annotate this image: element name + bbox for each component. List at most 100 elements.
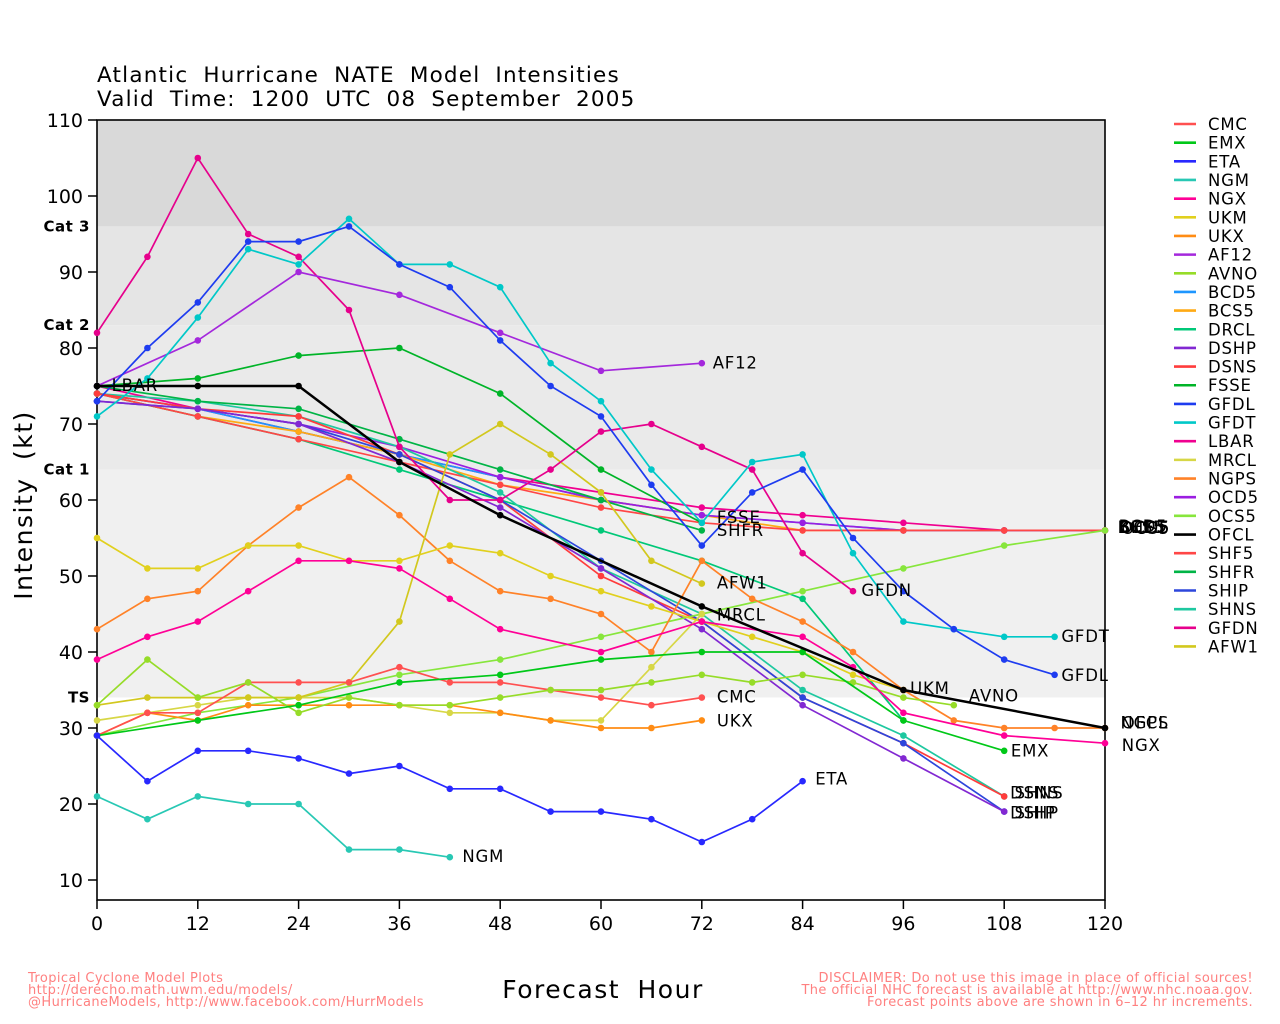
data-point-shfr — [698, 527, 706, 534]
line-label-ocs5: OCS5 — [1121, 519, 1170, 538]
data-point-gfdl — [799, 466, 806, 473]
data-point-ukm — [849, 671, 857, 679]
data-point-emx — [496, 671, 504, 679]
data-point-dshp — [194, 405, 202, 413]
data-point-gfdl — [900, 587, 907, 595]
y-tick-label: 110 — [47, 110, 83, 132]
legend-label-dsns: DSNS — [1208, 358, 1257, 377]
data-point-ngx — [597, 648, 605, 656]
x-tick-label: 72 — [690, 913, 714, 935]
x-tick-label: 60 — [589, 913, 613, 935]
data-point-ukx — [345, 701, 353, 709]
legend-item-shns: SHNS — [1174, 600, 1256, 619]
line-label-ngps: NGPS — [1120, 714, 1169, 733]
data-point-ngps — [345, 473, 353, 481]
footer-credit-line3[interactable]: @HurricaneModels, http://www.facebook.co… — [28, 995, 424, 1010]
legend-item-shf5: SHF5 — [1174, 544, 1253, 563]
data-point-gfdn — [93, 329, 101, 337]
data-point-cmc — [295, 679, 302, 686]
legend-item-ukx: UKX — [1174, 227, 1244, 246]
line-label-mrcl: MRCL — [717, 606, 766, 625]
legend-item-afw1: AFW1 — [1174, 637, 1258, 656]
data-point-ngx — [295, 557, 302, 565]
data-point-ocs5 — [1000, 542, 1008, 549]
data-point-emx — [396, 679, 403, 686]
data-point-ngps — [748, 595, 756, 603]
legend-item-bcs5: BCS5 — [1174, 302, 1254, 321]
legend-label-gfdt: GFDT — [1208, 414, 1256, 433]
legend-label-shfr: SHFR — [1208, 563, 1255, 582]
legend-label-lbar: LBAR — [1208, 432, 1254, 451]
line-label-af12: AF12 — [713, 354, 758, 373]
data-point-mrcl — [648, 663, 655, 671]
footer-disclaimer-line2[interactable]: The official NHC forecast is available a… — [800, 983, 1253, 998]
legend-item-ukm: UKM — [1174, 208, 1247, 227]
data-point-ngx — [496, 625, 504, 633]
series-line-ngx — [96, 559, 1106, 745]
legend-item-gfdn: GFDN — [1174, 619, 1258, 638]
x-axis-title: Forecast Hour — [502, 975, 703, 1004]
data-point-avno — [950, 701, 958, 709]
line-label-shfr: SHFR — [717, 521, 764, 540]
intensity-band — [97, 226, 1105, 326]
data-point-eta — [698, 838, 706, 846]
line-label-shns: SHNS — [1015, 784, 1064, 803]
y-tick-label: 10 — [59, 870, 83, 892]
data-point-ship — [799, 694, 806, 701]
data-point-gfdn — [396, 443, 403, 451]
x-tick-label: 12 — [186, 913, 210, 935]
series-ofcl — [93, 382, 1109, 732]
legend-label-avno: AVNO — [1208, 264, 1258, 283]
data-point-fsse — [396, 344, 403, 352]
data-point-af12 — [698, 359, 706, 367]
legend-label-eta: ETA — [1208, 152, 1241, 171]
data-point-ukm — [496, 549, 504, 557]
series-line-gfdn — [96, 156, 854, 592]
data-point-avno — [396, 701, 403, 709]
line-label-gfdt: GFDT — [1061, 627, 1109, 646]
data-point-gfdn — [597, 428, 605, 435]
legend-label-af12: AF12 — [1208, 246, 1253, 265]
data-point-shf5 — [597, 504, 605, 511]
data-point-avno — [698, 671, 706, 679]
x-tick-label: 96 — [891, 913, 915, 935]
y-tick-label: 20 — [59, 794, 83, 816]
series-gfdt — [93, 215, 1058, 641]
legend-item-gfdl: GFDL — [1174, 395, 1255, 414]
data-point-ocd5 — [698, 511, 706, 519]
intensity-band — [97, 325, 1105, 470]
data-point-ngps — [396, 511, 403, 519]
data-point-mrcl — [698, 610, 706, 618]
data-point-dshp — [295, 420, 302, 428]
chart-title-line2: Valid Time: 1200 UTC 08 September 2005 — [97, 87, 636, 112]
line-label-ukm: UKM — [910, 679, 950, 698]
data-point-ngx — [345, 557, 353, 565]
footer-credit-line2[interactable]: http://derecho.math.uwm.edu/models/ — [28, 983, 293, 998]
series-line-gfdt — [96, 217, 1055, 638]
data-point-lbar — [799, 511, 806, 519]
data-point-ngps — [446, 557, 454, 565]
legend-item-cmc: CMC — [1174, 115, 1247, 134]
data-point-dshp — [597, 565, 605, 572]
series-eta — [93, 732, 806, 846]
legend-item-shfr: SHFR — [1174, 563, 1255, 582]
y-axis-title: Intensity (kt) — [9, 410, 38, 600]
data-point-shfr — [194, 397, 202, 405]
y-tick-label: 40 — [59, 642, 83, 664]
data-point-emx — [900, 717, 907, 724]
data-point-ocs5 — [900, 565, 907, 572]
data-point-fsse — [295, 352, 302, 359]
data-point-mrcl — [194, 701, 202, 709]
line-label-dsns: DSNS — [1010, 784, 1059, 803]
data-point-ofcl — [496, 511, 504, 519]
data-point-shf5 — [295, 435, 302, 443]
data-point-afw1 — [396, 618, 403, 625]
data-point-ngx — [698, 618, 706, 625]
data-point-mrcl — [93, 717, 101, 724]
line-label-avno: AVNO — [969, 687, 1019, 706]
data-point-gfdl — [597, 413, 605, 420]
data-point-drcl — [396, 466, 403, 473]
line-label-lbar: LBAR — [112, 376, 158, 395]
data-point-ngps — [597, 610, 605, 618]
